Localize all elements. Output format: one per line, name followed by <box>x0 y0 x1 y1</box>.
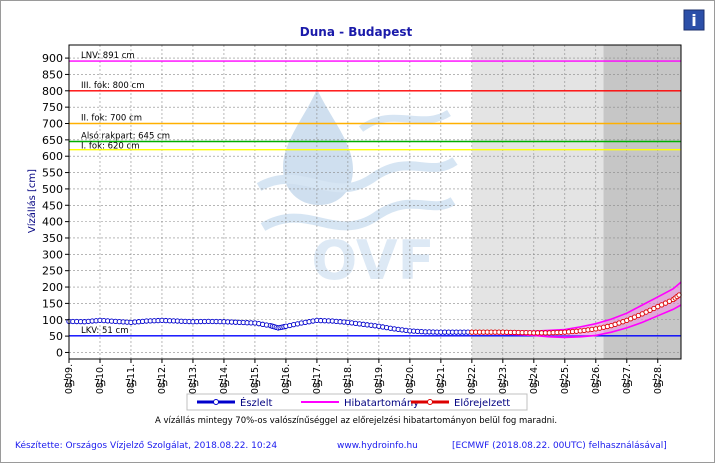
far-forecast-region <box>603 45 681 359</box>
credit-text: Készítette: Országos Vízjelző Szolgálat,… <box>15 440 277 451</box>
y-tick-label: 700 <box>42 118 63 131</box>
x-tick-label-time: 7h <box>187 378 199 389</box>
x-tick-label-time: 7h <box>249 378 261 389</box>
reference-line-label: I. fok: 620 cm <box>81 142 139 152</box>
y-tick-label: 850 <box>42 68 63 81</box>
reference-line-label: LKV: 51 cm <box>81 326 128 336</box>
x-tick-label-date: 08.21. <box>436 364 447 394</box>
x-tick-label-time: 7h <box>342 378 354 389</box>
legend-label-observed: Észlelt <box>240 396 272 409</box>
x-tick-label-time: 7h <box>280 378 292 389</box>
x-tick-label-time: 7h <box>63 378 75 389</box>
legend-box <box>186 393 528 411</box>
error-band-area <box>471 282 681 338</box>
reference-line-label: III. fok: 800 cm <box>81 81 144 91</box>
x-tick-label-time: 7h <box>373 378 385 389</box>
website-link[interactable]: www.hydroinfo.hu <box>337 441 418 451</box>
x-tick-label-time: 7h <box>311 378 323 389</box>
legend-marker-observed <box>213 399 219 405</box>
x-tick-label-time: 7h <box>652 378 664 389</box>
reference-line-label: LNV: 891 cm <box>81 51 135 61</box>
watermark-wave-1 <box>256 157 458 193</box>
x-tick-label-date: 08.14. <box>219 364 230 394</box>
y-tick-label: 150 <box>42 297 63 310</box>
y-tick-label: 350 <box>42 232 63 245</box>
legend-item-forecast: Előrejelzett <box>411 397 510 409</box>
plot-border <box>68 44 682 360</box>
forecast-region <box>471 45 604 359</box>
y-tick-label: 500 <box>42 183 63 196</box>
legend-label-error-band: Hibatartomány <box>344 397 419 409</box>
x-tick-label-time: 7h <box>466 378 478 389</box>
info-icon-glyph: i <box>691 11 696 30</box>
reference-line-label: Alsó rakpart: 645 cm <box>81 130 170 141</box>
y-tick-label: 650 <box>42 134 63 147</box>
x-tick-label-date: 08.13. <box>188 364 199 394</box>
chart-title: Duna - Budapest <box>300 25 413 39</box>
x-tick-label-time: 7h <box>435 378 447 389</box>
x-tick-label-date: 08.15. <box>250 364 261 394</box>
x-tick-label-time: 7h <box>404 378 416 389</box>
y-tick-label: 550 <box>42 167 63 180</box>
x-tick-label-time: 7h <box>218 378 230 389</box>
x-tick-label-date: 08.27. <box>622 364 633 394</box>
x-tick-label-time: 7h <box>528 378 540 389</box>
x-tick-label-time: 7h <box>590 378 602 389</box>
y-tick-label: 100 <box>42 314 63 327</box>
legend-item-observed: Észlelt <box>197 396 272 409</box>
y-tick-label: 450 <box>42 199 63 212</box>
y-tick-label: 600 <box>42 150 63 163</box>
y-tick-label: 400 <box>42 216 63 229</box>
probability-note: A vízállás mintegy 70%-os valószínűségge… <box>155 415 557 426</box>
legend: Észlelt Hibatartomány Előrejelzett <box>186 393 528 411</box>
y-tick-label: 750 <box>42 101 63 114</box>
y-tick-label: 50 <box>49 330 63 343</box>
model-note: [ECMWF (2018.08.22. 00UTC) felhasználásá… <box>452 441 667 451</box>
x-tick-label-date: 08.26. <box>591 364 602 394</box>
y-tick-label: 900 <box>42 52 63 65</box>
x-tick-label-date: 08.18. <box>343 364 354 394</box>
x-tick-label-date: 08.28. <box>653 364 664 394</box>
x-tick-label-time: 7h <box>94 378 106 389</box>
x-tick-label-date: 08.19. <box>374 364 385 394</box>
info-button[interactable]: i <box>683 9 705 31</box>
reference-line-label: II. fok: 700 cm <box>81 114 142 124</box>
ovf-watermark: OVF <box>256 89 458 292</box>
x-tick-label-date: 08.25. <box>560 364 571 394</box>
legend-marker-forecast <box>427 399 433 405</box>
x-tick-label-date: 08.22. <box>467 364 478 394</box>
info-icon[interactable] <box>683 9 705 31</box>
x-tick-label-time: 7h <box>156 378 168 389</box>
y-tick-label: 800 <box>42 85 63 98</box>
watermark-text: OVF <box>311 229 434 292</box>
x-tick-label-date: 08.17. <box>312 364 323 394</box>
x-tick-label-date: 08.12. <box>157 364 168 394</box>
legend-item-error-band: Hibatartomány <box>301 397 419 409</box>
x-tick-label-date: 08.09. <box>64 364 75 394</box>
y-tick-label: 0 <box>56 346 63 359</box>
x-tick-label-date: 08.16. <box>281 364 292 394</box>
x-tick-label-date: 08.20. <box>405 364 416 394</box>
watermark-drop-icon <box>283 89 353 205</box>
legend-label-forecast: Előrejelzett <box>454 397 510 409</box>
y-tick-label: 300 <box>42 248 63 261</box>
x-tick-label-time: 7h <box>497 378 509 389</box>
x-tick-label-time: 7h <box>125 378 137 389</box>
x-tick-label-time: 7h <box>621 378 633 389</box>
x-tick-label-date: 08.11. <box>126 364 137 394</box>
y-tick-label: 250 <box>42 265 63 278</box>
x-tick-label-time: 7h <box>559 378 571 389</box>
x-tick-label-date: 08.24. <box>529 364 540 394</box>
y-tick-label: 200 <box>42 281 63 294</box>
x-tick-label-date: 08.23. <box>498 364 509 394</box>
y-axis-label: Vízállás [cm] <box>26 169 38 233</box>
x-tick-label-date: 08.10. <box>95 364 106 394</box>
